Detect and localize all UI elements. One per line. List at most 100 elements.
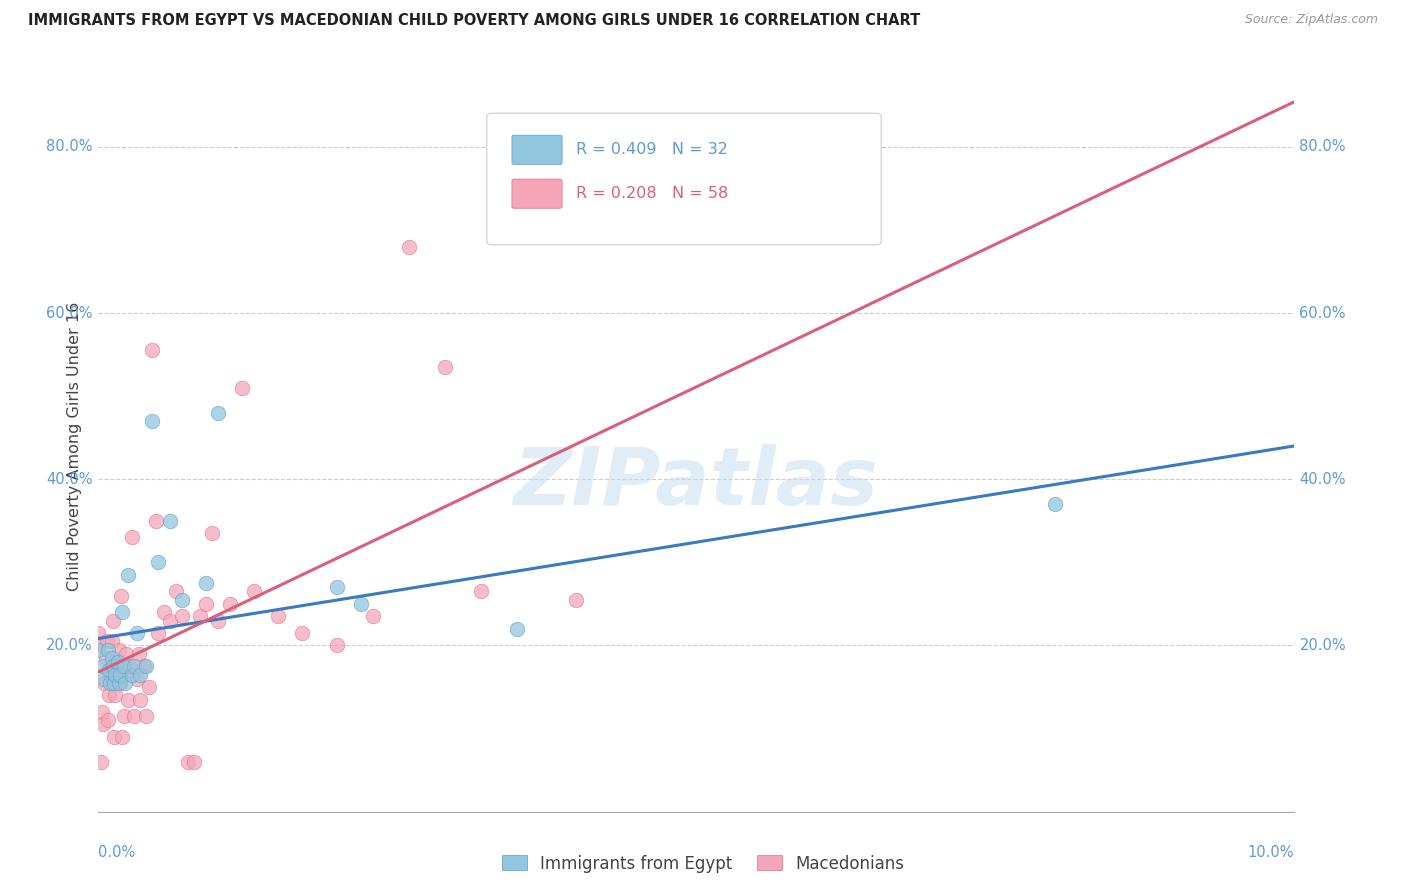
Point xyxy=(107,659,129,673)
Point xyxy=(159,514,181,528)
Point xyxy=(207,406,229,420)
Point xyxy=(118,659,141,673)
Point xyxy=(114,667,136,681)
Point xyxy=(267,609,290,624)
Point xyxy=(114,676,136,690)
Point xyxy=(97,714,120,728)
Point xyxy=(398,239,420,253)
Y-axis label: Child Poverty Among Girls Under 16: Child Poverty Among Girls Under 16 xyxy=(67,301,83,591)
Text: IMMIGRANTS FROM EGYPT VS MACEDONIAN CHILD POVERTY AMONG GIRLS UNDER 16 CORRELATI: IMMIGRANTS FROM EGYPT VS MACEDONIAN CHIL… xyxy=(28,13,921,29)
Text: 80.0%: 80.0% xyxy=(46,139,93,154)
Text: 40.0%: 40.0% xyxy=(1299,472,1346,487)
Point xyxy=(104,667,127,681)
Point xyxy=(177,755,200,769)
Text: 80.0%: 80.0% xyxy=(1299,139,1346,154)
Point xyxy=(98,676,122,690)
Point xyxy=(326,639,349,653)
Point xyxy=(97,642,120,657)
Point xyxy=(326,580,349,594)
Point xyxy=(91,659,114,673)
Point xyxy=(103,730,125,744)
Point xyxy=(565,592,588,607)
Text: 60.0%: 60.0% xyxy=(46,306,93,320)
Point xyxy=(111,730,134,744)
Point xyxy=(148,626,170,640)
Point xyxy=(98,664,121,678)
Point xyxy=(112,659,135,673)
Point xyxy=(172,592,194,607)
Point xyxy=(165,584,187,599)
Point xyxy=(90,755,112,769)
Point xyxy=(96,634,118,648)
Point xyxy=(148,555,170,569)
Point xyxy=(506,622,529,636)
Point xyxy=(87,626,110,640)
Point xyxy=(132,659,155,673)
Point xyxy=(153,605,176,619)
Point xyxy=(363,609,385,624)
Point xyxy=(188,609,211,624)
Point xyxy=(112,709,135,723)
Text: R = 0.409   N = 32: R = 0.409 N = 32 xyxy=(576,142,728,157)
Point xyxy=(350,597,373,611)
Point xyxy=(128,647,150,661)
Point xyxy=(104,689,127,703)
Point xyxy=(434,359,457,374)
Point xyxy=(100,651,122,665)
Point xyxy=(219,597,242,611)
Point xyxy=(194,576,218,591)
Point xyxy=(183,755,205,769)
Point xyxy=(124,709,146,723)
Point xyxy=(194,597,218,611)
Point xyxy=(201,526,224,541)
Point xyxy=(93,672,115,686)
Point xyxy=(129,667,152,681)
Point xyxy=(93,676,115,690)
Point xyxy=(94,651,117,665)
Point xyxy=(110,589,132,603)
Text: 20.0%: 20.0% xyxy=(46,638,93,653)
FancyBboxPatch shape xyxy=(512,179,562,209)
Point xyxy=(108,676,131,690)
Point xyxy=(207,614,229,628)
Text: ZIPatlas: ZIPatlas xyxy=(513,443,879,522)
Point xyxy=(98,689,121,703)
Point xyxy=(105,659,128,673)
Point xyxy=(470,584,492,599)
Point xyxy=(115,647,138,661)
Point xyxy=(145,514,167,528)
Point xyxy=(117,567,139,582)
Point xyxy=(103,676,125,690)
Point xyxy=(101,659,124,673)
Point xyxy=(125,626,148,640)
Text: 0.0%: 0.0% xyxy=(98,845,135,860)
Point xyxy=(107,655,129,669)
FancyBboxPatch shape xyxy=(486,113,882,245)
Point xyxy=(87,642,110,657)
Point xyxy=(91,717,114,731)
Point xyxy=(172,609,194,624)
Point xyxy=(243,584,266,599)
Point xyxy=(87,639,110,653)
Text: R = 0.208   N = 58: R = 0.208 N = 58 xyxy=(576,186,728,202)
Point xyxy=(125,672,148,686)
Point xyxy=(138,680,160,694)
Point xyxy=(141,414,163,428)
Legend: Immigrants from Egypt, Macedonians: Immigrants from Egypt, Macedonians xyxy=(495,848,911,880)
Text: 20.0%: 20.0% xyxy=(1299,638,1346,653)
Point xyxy=(135,659,157,673)
Point xyxy=(1043,497,1066,511)
Point xyxy=(98,667,122,681)
Point xyxy=(91,705,114,719)
Text: 40.0%: 40.0% xyxy=(46,472,93,487)
Point xyxy=(111,605,134,619)
Text: 60.0%: 60.0% xyxy=(1299,306,1346,320)
Point xyxy=(121,530,143,544)
Point xyxy=(107,676,129,690)
Point xyxy=(108,667,131,681)
Point xyxy=(141,343,163,358)
FancyBboxPatch shape xyxy=(512,136,562,164)
Point xyxy=(290,626,312,640)
Point xyxy=(129,692,152,706)
Point xyxy=(107,642,129,657)
